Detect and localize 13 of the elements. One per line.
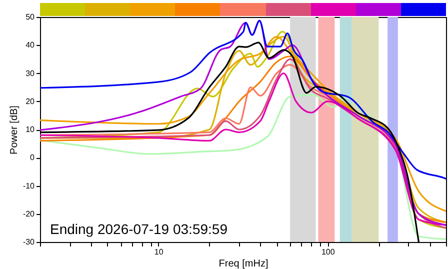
x-axis-title: Freq [mHz] bbox=[218, 258, 268, 269]
y-tick-label: -30 bbox=[22, 238, 36, 246]
y-tick-label: 20 bbox=[26, 96, 36, 106]
y-axis-title: Power [dB] bbox=[8, 105, 20, 154]
y-tick-label: 0 bbox=[30, 153, 36, 162]
y-tick-label: -10 bbox=[22, 181, 36, 190]
x-tick-label: 100 bbox=[321, 248, 336, 256]
annotation: Ending 2026-07-19 03:59:59 bbox=[50, 221, 228, 237]
y-tick-label: 40 bbox=[26, 40, 36, 50]
y-tick-label: 10 bbox=[26, 125, 36, 134]
y-tick-label: 30 bbox=[26, 68, 36, 78]
y-tick-label: -20 bbox=[22, 209, 36, 218]
y-tick-label: 50 bbox=[26, 12, 36, 22]
